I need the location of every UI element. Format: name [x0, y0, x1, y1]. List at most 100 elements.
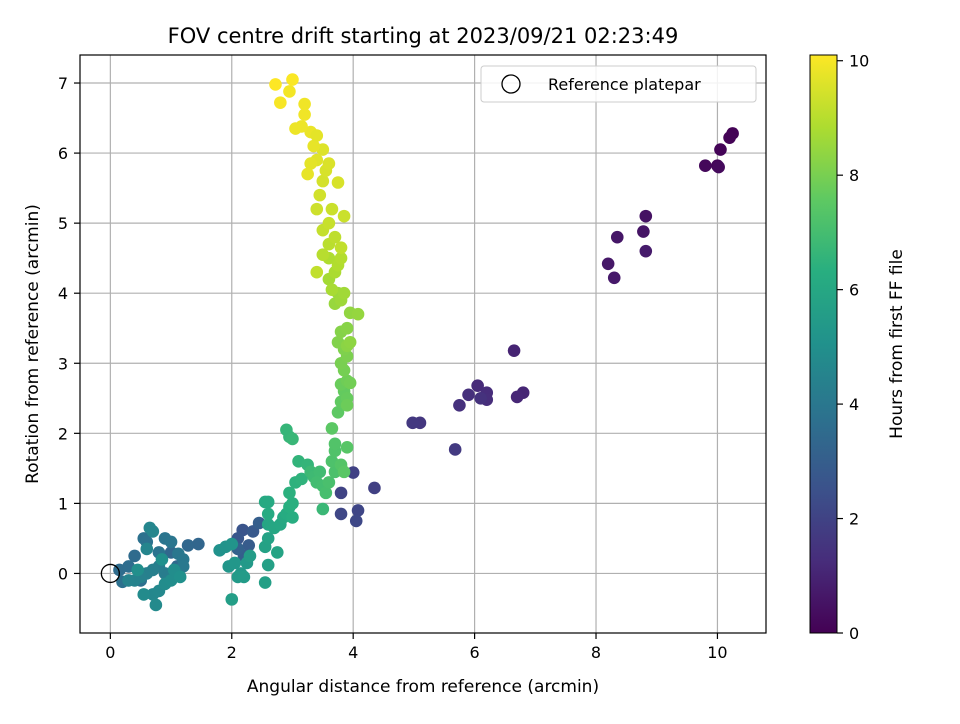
y-tick-label: 3: [58, 354, 68, 373]
scatter-point: [334, 241, 348, 254]
scatter-point: [225, 593, 239, 606]
scatter-point: [310, 202, 324, 216]
scatter-point: [143, 521, 157, 535]
scatter-point: [173, 570, 187, 584]
scatter-point: [406, 416, 419, 430]
scatter-point: [637, 225, 650, 238]
scatter-point: [601, 257, 615, 271]
colorbar-gradient: [809, 54, 838, 634]
scatter-point: [471, 379, 484, 392]
scatter-point: [122, 574, 135, 587]
reference-marker: [100, 563, 121, 584]
scatter-point: [639, 244, 653, 258]
scatter-point: [325, 422, 339, 435]
scatter-point: [289, 122, 302, 135]
scatter-point: [462, 388, 475, 402]
scatter-point: [164, 535, 178, 549]
x-tick-label: 0: [105, 643, 115, 662]
x-tick-label: 8: [591, 643, 601, 662]
scatter-point: [325, 202, 339, 216]
colorbar-tick-label: 4: [849, 395, 859, 414]
legend: Reference platepar: [480, 65, 757, 103]
scatter-point: [155, 553, 169, 566]
scatter-point: [137, 588, 151, 601]
scatter-point: [334, 507, 348, 521]
scatter-point: [351, 504, 365, 517]
scatter-point: [714, 143, 727, 156]
colorbar-tick-label: 8: [849, 166, 859, 185]
scatter-point: [283, 486, 296, 500]
scatter-point: [448, 443, 462, 456]
plot-frame: [79, 54, 767, 634]
scatter-point: [712, 160, 725, 174]
scatter-point: [334, 486, 348, 500]
scatter-point: [340, 441, 354, 454]
scatter-point: [261, 532, 275, 545]
scatter-point: [507, 344, 521, 357]
scatter-point: [313, 465, 327, 479]
scatter-point: [228, 556, 242, 570]
scatter-point: [340, 399, 354, 412]
scatter-point: [271, 546, 284, 559]
scatter-point: [310, 129, 324, 142]
scatter-point: [337, 286, 351, 300]
colorbar: 0 2 4 6 8 10 Hours from first FF file: [809, 52, 907, 643]
scatter-point: [261, 495, 275, 509]
x-tick-label: 10: [707, 643, 727, 662]
y-tick-label: 2: [58, 424, 68, 443]
scatter-point: [286, 432, 299, 446]
scatter-point: [351, 307, 365, 321]
scatter-point: [140, 542, 154, 556]
y-tick-label: 0: [58, 564, 68, 583]
scatter-point: [307, 139, 321, 153]
legend-open-circle-marker: [501, 74, 521, 94]
chart-title: FOV centre drift starting at 2023/09/21 …: [168, 24, 679, 48]
y-tick-label: 4: [58, 284, 68, 303]
scatter-point: [286, 511, 299, 524]
scatter-point: [368, 481, 381, 495]
scatter-point: [181, 539, 195, 552]
colorbar-ticks: 0 2 4 6 8 10: [837, 52, 869, 643]
colorbar-label: Hours from first FF file: [887, 249, 907, 439]
scatter-point: [510, 390, 524, 404]
scatter-point: [192, 537, 205, 551]
scatter-point: [610, 230, 624, 244]
y-axis-label: Rotation from reference (arcmin): [23, 204, 43, 484]
scatter-point: [639, 209, 653, 223]
scatter-point: [295, 472, 308, 486]
scatter-points: [113, 73, 739, 612]
scatter-point: [269, 78, 282, 91]
scatter-point: [310, 265, 324, 279]
scatter-point: [607, 271, 621, 285]
scatter-point: [343, 335, 357, 349]
scatter-point: [261, 558, 275, 572]
scatter-point: [322, 157, 336, 170]
scatter-point: [286, 497, 299, 510]
scatter-point: [301, 167, 314, 181]
y-tick-label: 6: [58, 144, 68, 163]
scatter-point: [298, 97, 311, 111]
y-tick-label: 5: [58, 214, 68, 233]
scatter-point: [325, 283, 339, 297]
scatter-point: [337, 209, 351, 223]
scatter-point: [304, 157, 317, 170]
colorbar-tick-label: 10: [849, 52, 869, 71]
scatter-point: [453, 399, 466, 412]
scatter-point: [313, 188, 327, 202]
scatter-point: [331, 176, 345, 189]
scatter-point: [243, 549, 257, 563]
scatter-point: [723, 131, 736, 144]
colorbar-tick-label: 2: [849, 510, 859, 529]
scatter-point: [328, 437, 342, 451]
scatter-point: [286, 73, 299, 86]
legend-box: [480, 65, 757, 103]
reference-platepar-point: [100, 563, 121, 584]
x-tick-label: 6: [470, 643, 480, 662]
scatter-point: [225, 537, 239, 551]
scatter-point: [131, 563, 144, 577]
scatter-point: [343, 376, 357, 390]
scatter-point: [340, 321, 354, 335]
scatter-point: [698, 159, 712, 172]
scatter-point: [331, 406, 345, 419]
